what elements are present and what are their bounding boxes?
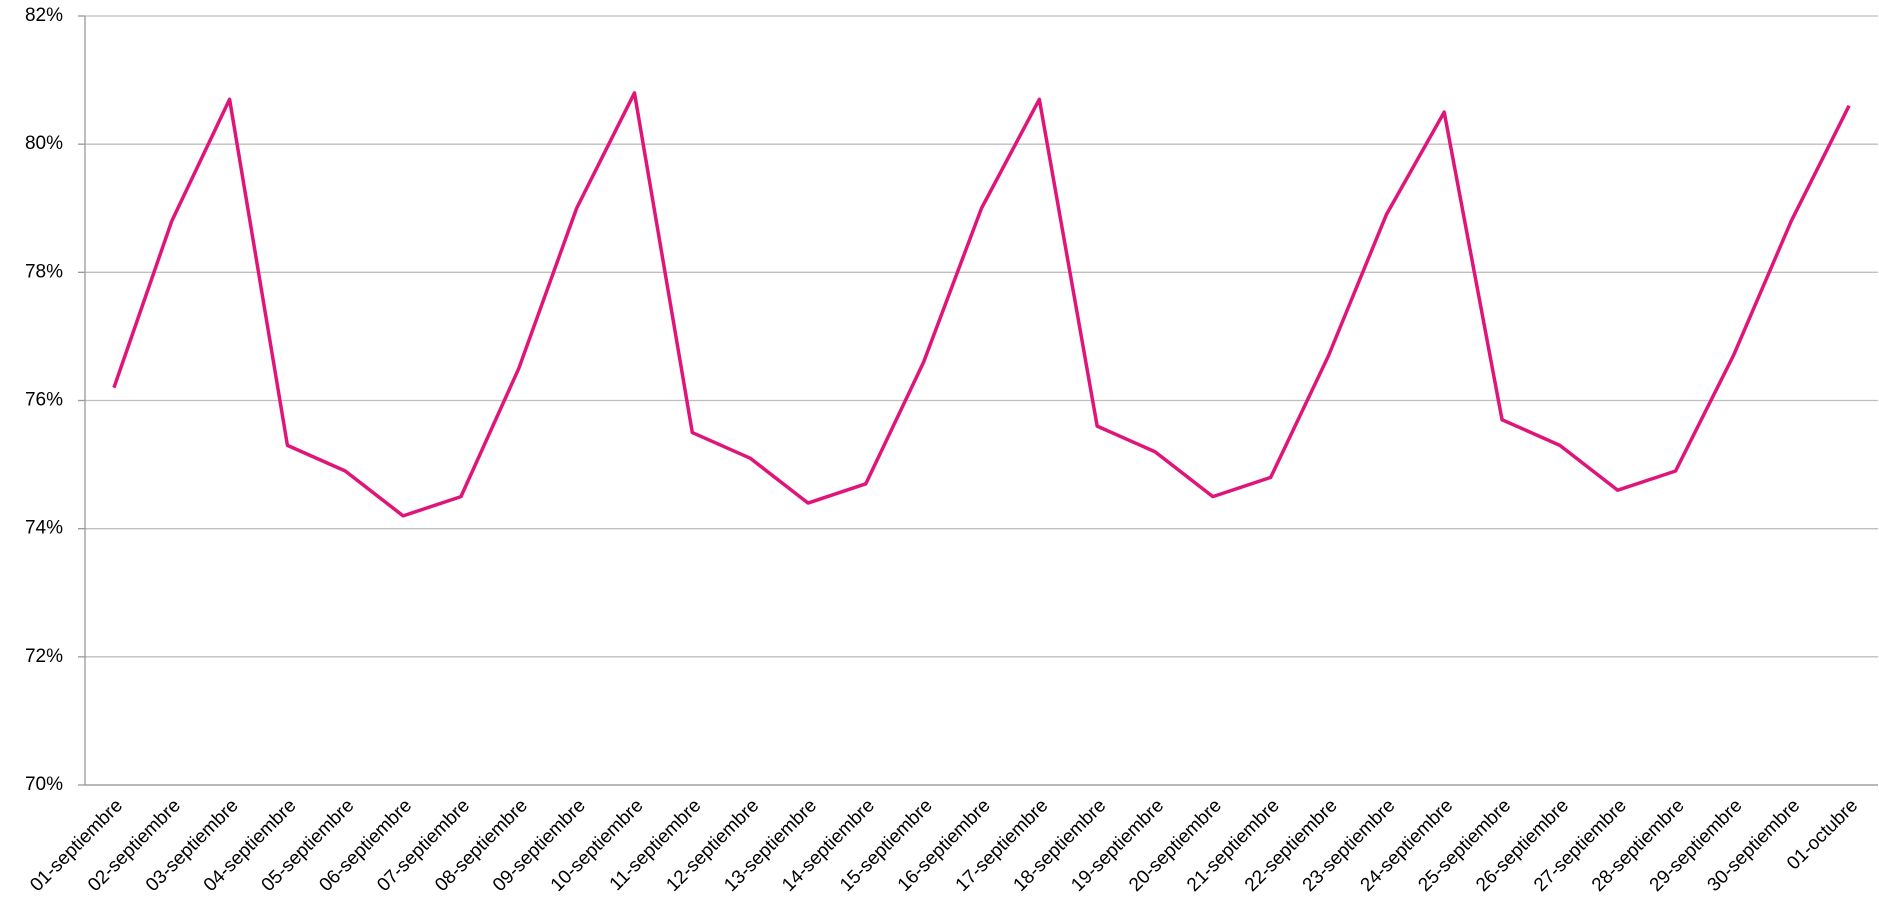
y-tick-label: 80%: [25, 133, 63, 154]
y-tick-label: 70%: [25, 774, 63, 795]
y-tick-label: 76%: [25, 390, 63, 411]
y-tick-label: 74%: [25, 518, 63, 539]
y-tick-label: 78%: [25, 261, 63, 282]
y-tick-label: 82%: [25, 5, 63, 26]
y-tick-label: 72%: [25, 646, 63, 667]
data-line: [112, 91, 1851, 518]
